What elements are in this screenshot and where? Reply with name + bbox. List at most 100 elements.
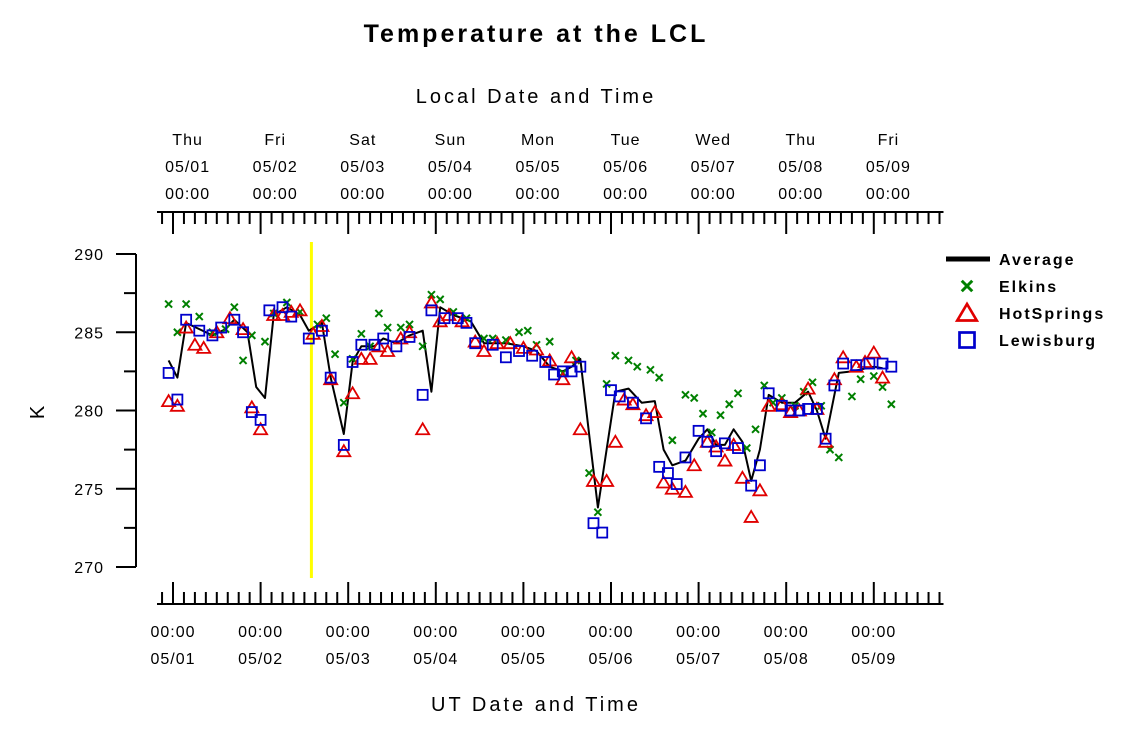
data-point-elkins-stroke-b xyxy=(611,351,620,360)
data-point-hotsprings xyxy=(467,333,484,348)
data-point-lewisburg xyxy=(810,403,823,415)
data-point-lewisburg xyxy=(245,406,258,418)
bottom-tick-date: 05/09 xyxy=(851,651,896,668)
top-tick-date: 05/09 xyxy=(866,159,911,176)
bottom-tick-date: 05/08 xyxy=(764,651,809,668)
data-point-lewisburg xyxy=(285,310,298,323)
legend-label-elkins: Elkins xyxy=(999,279,1058,296)
data-point-lewisburg xyxy=(556,365,569,378)
top-tick-date: 05/04 xyxy=(428,159,473,176)
top-tick-date: 05/07 xyxy=(691,159,736,176)
data-point-elkins-stroke-b xyxy=(383,323,392,332)
data-point-elkins-stroke-b xyxy=(488,334,497,343)
data-point-elkins xyxy=(716,410,725,420)
y-tick-label: 285 xyxy=(74,325,104,342)
data-point-elkins xyxy=(742,443,751,453)
top-tick-time: 00:00 xyxy=(515,186,560,203)
data-point-lewisburg xyxy=(828,379,841,392)
bottom-tick-date: 05/07 xyxy=(676,651,721,668)
data-point-hotsprings xyxy=(874,369,891,384)
bottom-tick-time: 00:00 xyxy=(588,624,633,641)
data-point-hotsprings xyxy=(716,452,733,467)
data-point-hotsprings xyxy=(370,338,387,353)
top-axis: Thu 05/01 00:00 Fri 05/02 00:00 Sat 05/03 00:00 S… xyxy=(157,132,944,234)
data-point-lewisburg xyxy=(486,338,499,351)
data-point-elkins-stroke-b xyxy=(427,290,436,299)
data-point-lewisburg xyxy=(718,437,731,450)
data-point-lewisburg xyxy=(548,368,560,381)
data-point-hotsprings xyxy=(800,380,817,395)
data-point-hotsprings xyxy=(502,335,519,350)
bottom-tick-time: 00:00 xyxy=(238,624,283,641)
data-point-lewisburg xyxy=(377,332,390,345)
data-point-elkins-stroke-b xyxy=(501,335,511,345)
data-point-lewisburg xyxy=(802,403,814,415)
data-point-lewisburg xyxy=(276,301,289,314)
data-point-lewisburg xyxy=(574,360,587,373)
legend-swatch-hotsprings xyxy=(954,301,980,322)
data-point-lewisburg xyxy=(819,432,832,445)
data-point-elkins xyxy=(847,392,857,401)
data-point-elkins-stroke-b xyxy=(357,329,366,339)
top-axis-title: Local Date and Time xyxy=(416,86,656,108)
data-point-lewisburg xyxy=(460,316,473,329)
top-tick-time: 00:00 xyxy=(603,186,648,203)
data-point-elkins xyxy=(260,337,270,346)
data-point-elkins xyxy=(602,379,611,389)
data-point-elkins xyxy=(584,468,594,478)
data-point-elkins xyxy=(427,290,436,299)
data-point-elkins-stroke-b xyxy=(405,320,414,329)
data-point-elkins xyxy=(856,374,865,384)
y-axis-title: K xyxy=(27,403,49,419)
data-point-lewisburg xyxy=(263,304,276,317)
data-point-elkins xyxy=(887,400,896,409)
data-point-elkins xyxy=(751,425,760,434)
bottom-axis: 00:00 05/01 00:00 05/02 00:00 05/03 00:00 05/04… xyxy=(150,582,944,668)
data-point-elkins-stroke-b xyxy=(742,443,751,453)
data-point-elkins xyxy=(593,508,603,517)
top-tick-day: Thu xyxy=(786,132,817,149)
data-point-lewisburg xyxy=(837,357,850,370)
top-tick-day: Sun xyxy=(435,132,466,149)
data-point-elkins-stroke-b xyxy=(584,468,594,478)
bottom-tick-time: 00:00 xyxy=(326,624,371,641)
top-tick-date: 05/06 xyxy=(603,159,648,176)
legend-swatch-elkins xyxy=(960,279,974,293)
data-point-lewisburg xyxy=(206,329,219,342)
data-point-lewisburg xyxy=(627,396,639,409)
top-tick-day: Fri xyxy=(878,132,900,149)
top-tick-date: 05/05 xyxy=(515,159,560,176)
data-point-lewisburg xyxy=(876,357,889,370)
data-point-elkins xyxy=(164,299,173,309)
data-point-hotsprings xyxy=(414,421,431,436)
data-point-lewisburg xyxy=(316,324,328,337)
data-point-elkins-stroke-b xyxy=(760,381,769,390)
data-point-lewisburg xyxy=(885,360,898,373)
data-point-lewisburg xyxy=(180,313,193,326)
data-point-elkins xyxy=(435,295,445,304)
top-tick-time: 00:00 xyxy=(253,186,298,203)
data-point-elkins xyxy=(654,373,664,382)
top-tick-day: Wed xyxy=(695,132,731,149)
data-point-elkins xyxy=(878,382,887,392)
data-point-lewisburg xyxy=(302,332,315,345)
data-point-lewisburg xyxy=(162,367,175,379)
data-point-elkins-stroke-b xyxy=(195,312,204,321)
legend-label-average: Average xyxy=(999,252,1076,269)
data-point-lewisburg xyxy=(355,338,368,351)
data-point-elkins-stroke-b xyxy=(602,379,611,389)
data-point-hotsprings xyxy=(624,396,641,411)
data-point-lewisburg xyxy=(425,304,438,317)
data-point-hotsprings xyxy=(686,457,703,472)
data-point-elkins xyxy=(238,356,248,365)
data-point-elkins-stroke-b xyxy=(690,393,699,403)
data-point-lewisburg xyxy=(701,435,714,448)
data-point-hotsprings xyxy=(607,434,624,448)
top-tick-time: 00:00 xyxy=(340,186,385,203)
data-point-elkins xyxy=(725,400,734,409)
data-point-elkins-stroke-b xyxy=(435,295,445,304)
chart-title: Temperature at the LCL xyxy=(364,20,709,48)
data-point-elkins xyxy=(690,393,699,403)
bottom-tick-date: 05/04 xyxy=(413,651,458,668)
data-point-elkins-stroke-b xyxy=(339,398,349,407)
